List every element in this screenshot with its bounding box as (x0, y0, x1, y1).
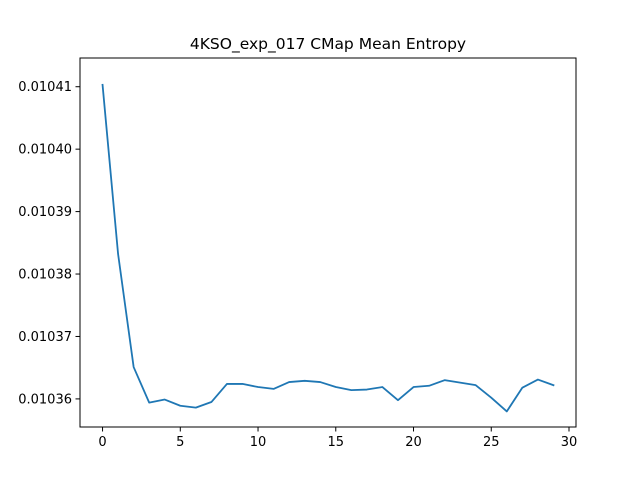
y-tick-label: 0.01040 (18, 143, 72, 158)
plot-frame (79, 57, 577, 428)
x-tick-label: 20 (405, 435, 422, 450)
x-tick-label: 10 (250, 435, 267, 450)
series-line (101, 83, 555, 413)
x-tick-label: 5 (176, 435, 184, 450)
y-tick-label: 0.01037 (18, 330, 72, 345)
x-tick-label: 15 (328, 435, 345, 450)
y-tick-label: 0.01036 (18, 392, 72, 407)
x-tick-label: 0 (98, 435, 106, 450)
x-tick-label: 25 (483, 435, 500, 450)
series-layer (101, 83, 555, 413)
y-tick-label: 0.01041 (18, 80, 72, 95)
y-tick-label: 0.01039 (18, 205, 72, 220)
chart-title: 4KSO_exp_017 CMap Mean Entropy (190, 35, 466, 54)
ticks-layer: 0 5 10 15 20 25 30 0.01036 0.01037 0.01038 0.01039… (18, 80, 577, 450)
y-tick-label: 0.01038 (18, 268, 72, 283)
x-tick-label: 30 (561, 435, 578, 450)
